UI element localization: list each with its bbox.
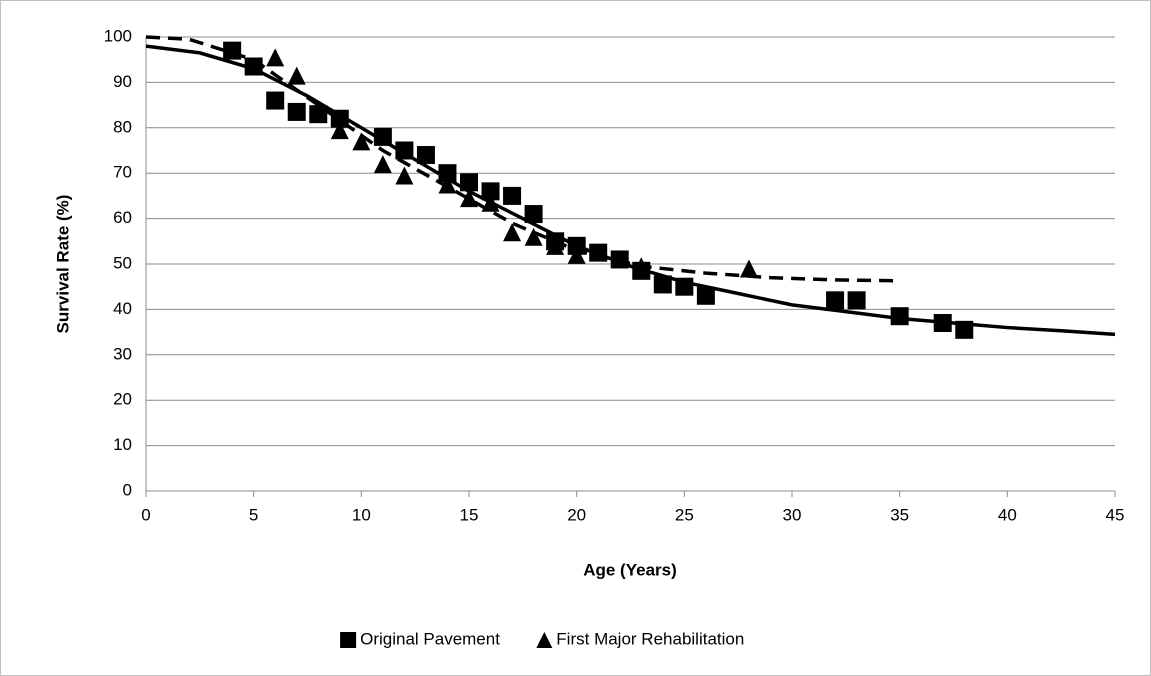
marker-square <box>287 102 306 121</box>
marker-square <box>503 186 522 205</box>
marker-triangle <box>309 100 328 119</box>
marker-square <box>675 277 694 296</box>
y-tick-label: 0 <box>123 480 132 499</box>
x-tick-label: 20 <box>567 505 586 524</box>
fit-line <box>145 44 1116 337</box>
marker-square <box>416 146 435 165</box>
marker-square <box>890 307 909 326</box>
y-tick-label: 20 <box>113 390 132 409</box>
x-tick-label: 10 <box>352 505 371 524</box>
x-tick-label: 40 <box>998 505 1017 524</box>
marker-square <box>933 314 952 333</box>
x-tick-label: 15 <box>460 505 479 524</box>
marker-triangle <box>524 227 543 246</box>
x-axis-title: Age (Years) <box>583 560 677 579</box>
legend-marker <box>536 632 553 648</box>
marker-square <box>826 291 845 310</box>
marker-triangle <box>438 175 457 194</box>
y-tick-label: 90 <box>113 72 132 91</box>
marker-square <box>847 291 866 310</box>
marker-triangle <box>546 236 565 255</box>
marker-triangle <box>287 66 306 85</box>
marker-triangle <box>395 166 414 185</box>
marker-square <box>524 205 543 224</box>
marker-triangle <box>632 257 651 276</box>
x-tick-label: 35 <box>890 505 909 524</box>
x-tick-label: 0 <box>141 505 150 524</box>
marker-triangle <box>567 245 586 264</box>
legend-label: First Major Rehabilitation <box>556 629 744 648</box>
marker-triangle <box>266 48 285 67</box>
marker-square <box>244 57 263 76</box>
x-tick-label: 25 <box>675 505 694 524</box>
marker-square <box>438 164 457 183</box>
marker-triangle <box>373 155 392 174</box>
y-tick-label: 50 <box>113 253 132 272</box>
marker-square <box>481 182 500 201</box>
legend-label: Original Pavement <box>360 629 500 648</box>
marker-square <box>955 320 974 339</box>
y-tick-label: 40 <box>113 299 132 318</box>
marker-square <box>395 141 414 160</box>
marker-triangle <box>481 193 500 212</box>
marker-triangle <box>739 259 758 278</box>
marker-square <box>266 91 285 110</box>
y-tick-label: 70 <box>113 163 132 182</box>
x-tick-label: 30 <box>783 505 802 524</box>
marker-triangle <box>503 223 522 242</box>
marker-square <box>567 236 586 255</box>
marker-square <box>589 243 608 262</box>
marker-square <box>223 41 242 60</box>
marker-square <box>653 275 672 294</box>
marker-square <box>696 286 715 305</box>
x-tick-label: 45 <box>1106 505 1125 524</box>
y-tick-label: 10 <box>113 435 132 454</box>
marker-square <box>330 109 349 128</box>
marker-triangle <box>352 132 371 151</box>
legend-marker <box>340 632 357 648</box>
marker-square <box>610 250 629 269</box>
y-tick-label: 60 <box>113 208 132 227</box>
x-tick-label: 5 <box>249 505 258 524</box>
marker-triangle <box>330 121 349 140</box>
y-axis-title: Survival Rate (%) <box>53 195 72 334</box>
y-tick-label: 80 <box>113 117 132 136</box>
marker-square <box>373 127 392 146</box>
y-tick-label: 30 <box>113 344 132 363</box>
y-tick-label: 100 <box>104 26 132 45</box>
marker-square <box>460 173 478 192</box>
marker-triangle <box>460 189 478 208</box>
